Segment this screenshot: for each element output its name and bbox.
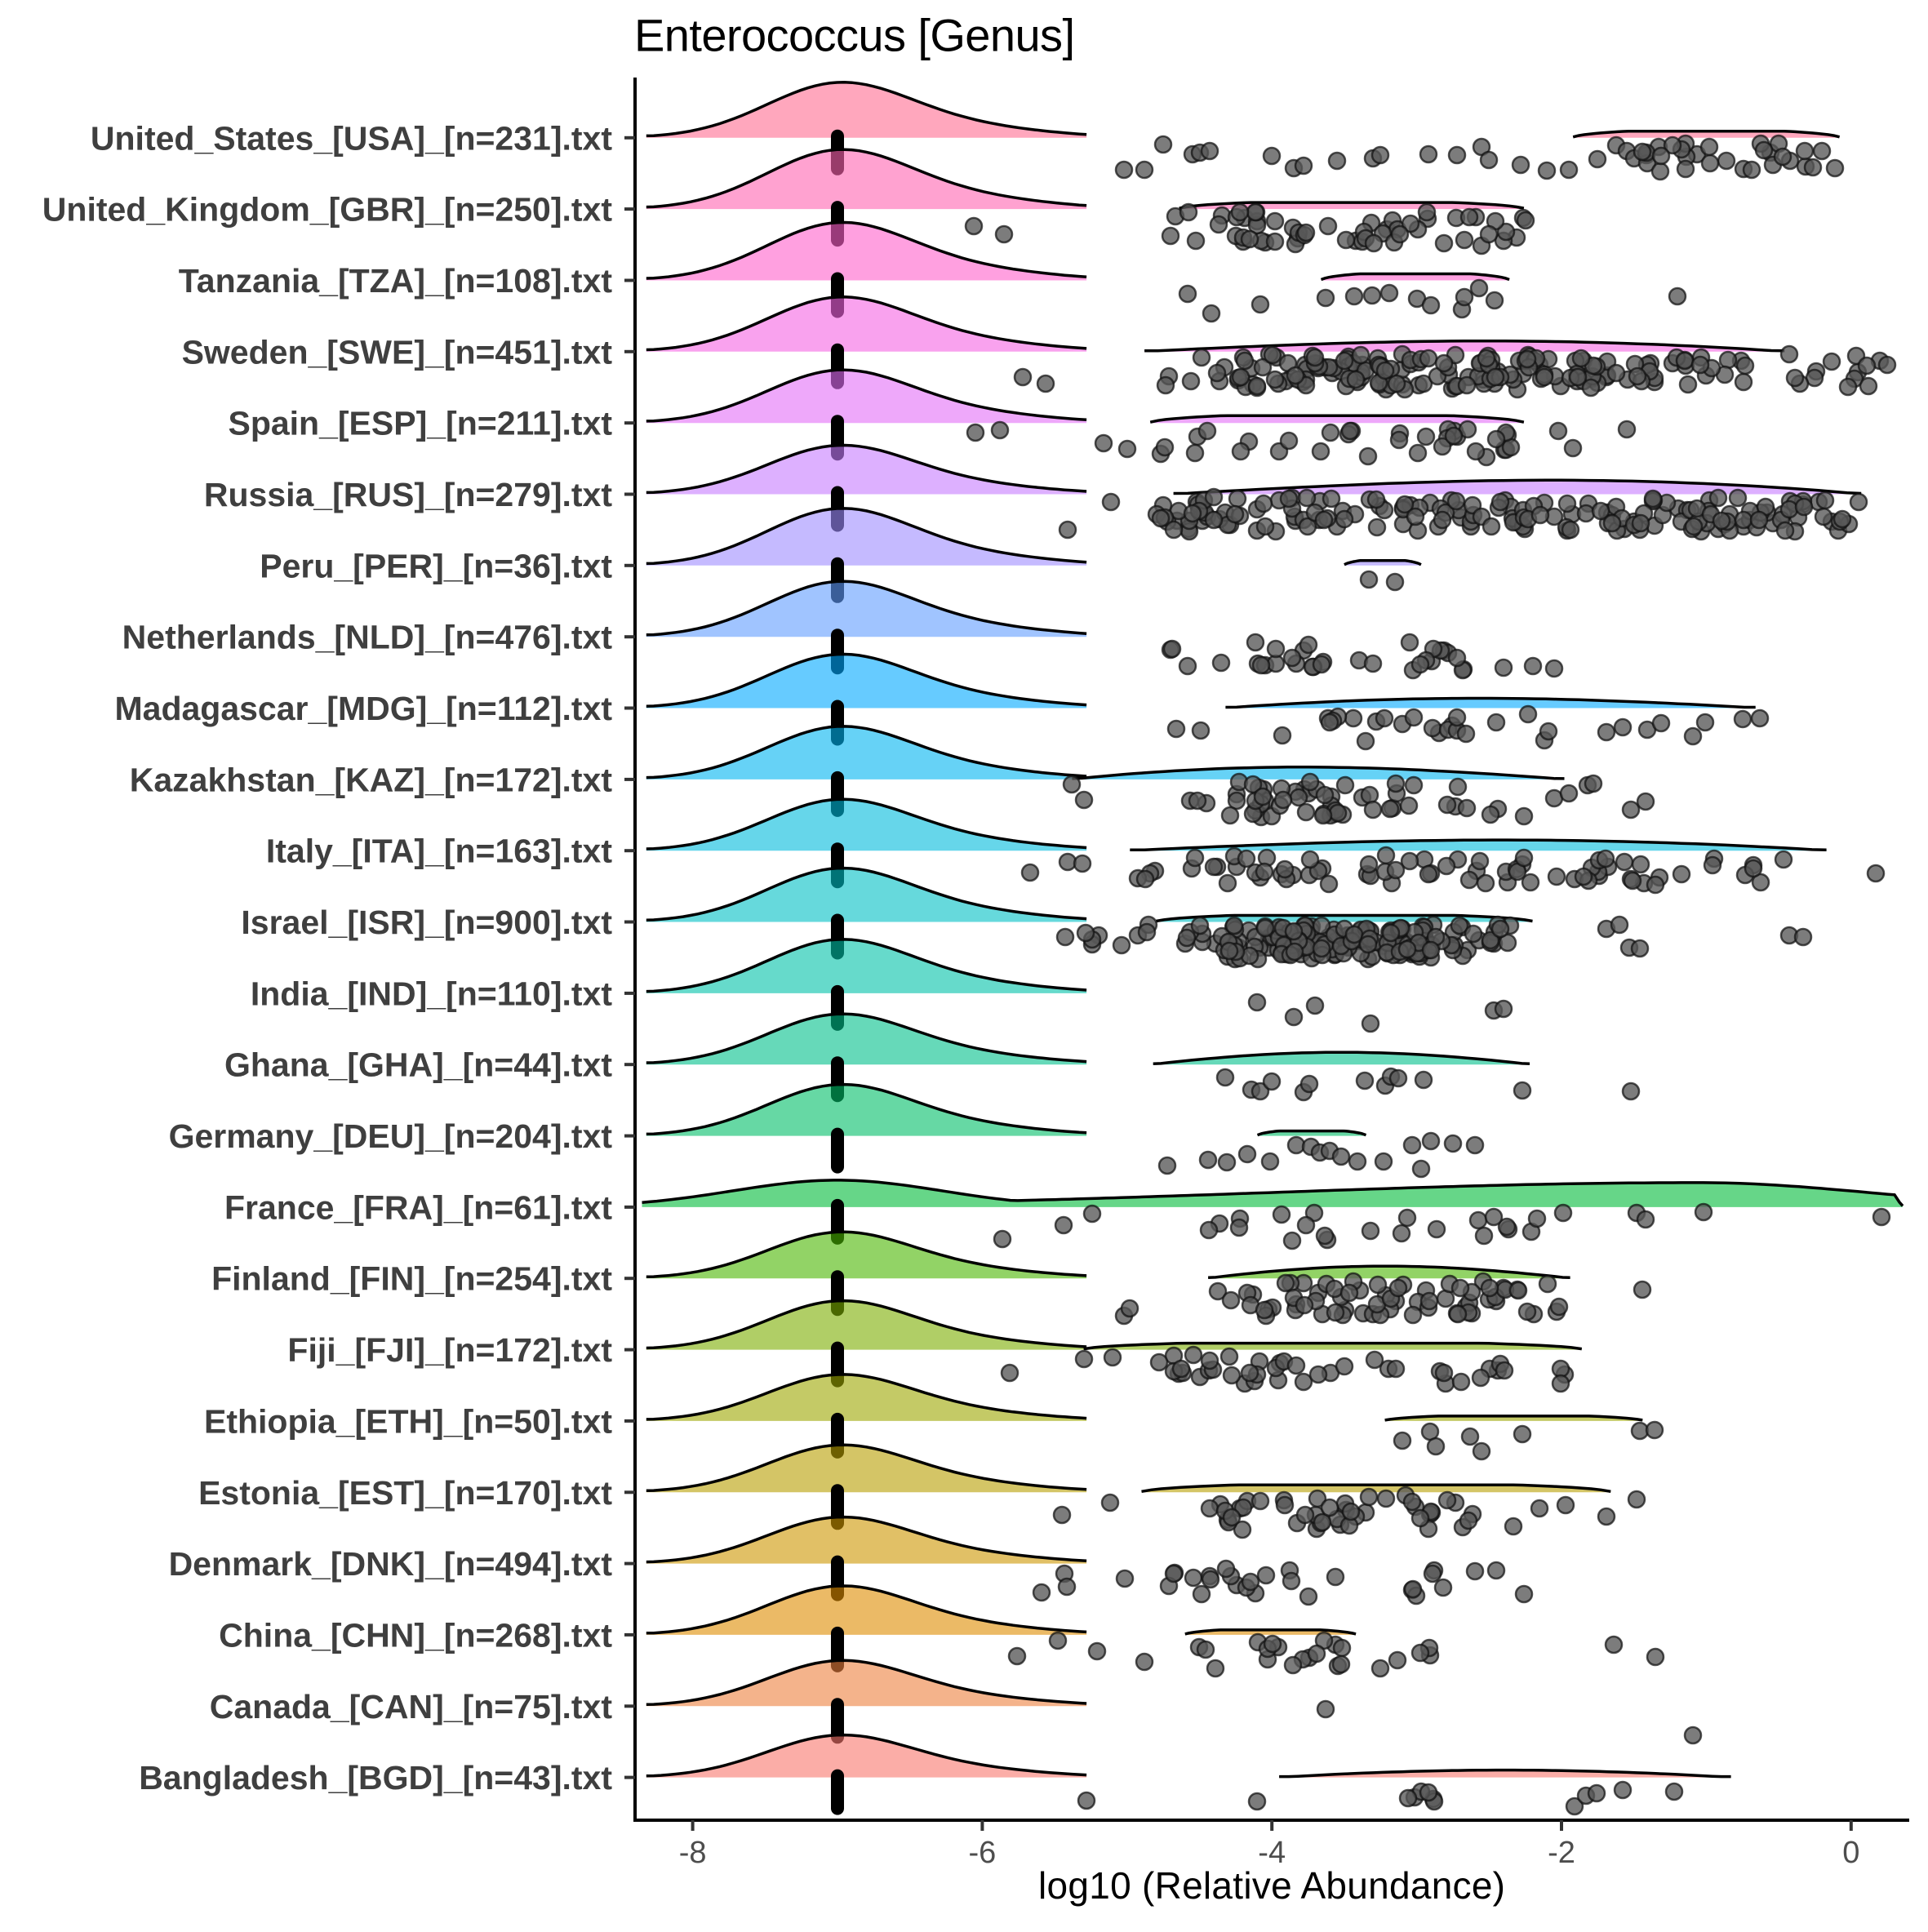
svg-text:Ghana_[GHA]_[n=44].txt: Ghana_[GHA]_[n=44].txt — [224, 1046, 612, 1084]
svg-text:Tanzania_[TZA]_[n=108].txt: Tanzania_[TZA]_[n=108].txt — [179, 262, 613, 300]
svg-text:-4: -4 — [1258, 1836, 1286, 1870]
svg-text:Canada_[CAN]_[n=75].txt: Canada_[CAN]_[n=75].txt — [210, 1688, 613, 1725]
svg-text:Sweden_[SWE]_[n=451].txt: Sweden_[SWE]_[n=451].txt — [182, 333, 613, 371]
svg-text:Ethiopia_[ETH]_[n=50].txt: Ethiopia_[ETH]_[n=50].txt — [204, 1402, 612, 1440]
svg-text:Russia_[RUS]_[n=279].txt: Russia_[RUS]_[n=279].txt — [204, 476, 612, 513]
svg-text:United_States_[USA]_[n=231].tx: United_States_[USA]_[n=231].txt — [91, 119, 612, 157]
svg-text:Israel_[ISR]_[n=900].txt: Israel_[ISR]_[n=900].txt — [241, 904, 612, 941]
svg-text:-6: -6 — [969, 1836, 997, 1870]
svg-text:Germany_[DEU]_[n=204].txt: Germany_[DEU]_[n=204].txt — [169, 1117, 613, 1155]
svg-text:Netherlands_[NLD]_[n=476].txt: Netherlands_[NLD]_[n=476].txt — [122, 619, 613, 656]
svg-text:Denmark_[DNK]_[n=494].txt: Denmark_[DNK]_[n=494].txt — [169, 1545, 613, 1583]
svg-text:United_Kingdom_[GBR]_[n=250].t: United_Kingdom_[GBR]_[n=250].txt — [42, 191, 613, 229]
svg-text:Estonia_[EST]_[n=170].txt: Estonia_[EST]_[n=170].txt — [198, 1474, 612, 1512]
svg-text:-2: -2 — [1548, 1836, 1575, 1870]
svg-text:Spain_[ESP]_[n=211].txt: Spain_[ESP]_[n=211].txt — [228, 405, 612, 442]
svg-text:Kazakhstan_[KAZ]_[n=172].txt: Kazakhstan_[KAZ]_[n=172].txt — [130, 761, 613, 798]
svg-text:Fiji_[FJI]_[n=172].txt: Fiji_[FJI]_[n=172].txt — [287, 1331, 612, 1369]
svg-text:Bangladesh_[BGD]_[n=43].txt: Bangladesh_[BGD]_[n=43].txt — [139, 1759, 612, 1797]
svg-text:-8: -8 — [679, 1836, 707, 1870]
svg-text:Madagascar_[MDG]_[n=112].txt: Madagascar_[MDG]_[n=112].txt — [114, 690, 612, 727]
svg-text:India_[IND]_[n=110].txt: India_[IND]_[n=110].txt — [251, 975, 612, 1012]
svg-text:0: 0 — [1842, 1836, 1859, 1870]
svg-text:Italy_[ITA]_[n=163].txt: Italy_[ITA]_[n=163].txt — [266, 833, 613, 870]
svg-text:Enterococcus [Genus]: Enterococcus [Genus] — [634, 10, 1075, 61]
svg-text:France_[FRA]_[n=61].txt: France_[FRA]_[n=61].txt — [224, 1188, 612, 1226]
svg-text:log10 (Relative Abundance): log10 (Relative Abundance) — [1038, 1864, 1505, 1907]
svg-text:Peru_[PER]_[n=36].txt: Peru_[PER]_[n=36].txt — [260, 547, 612, 584]
svg-text:China_[CHN]_[n=268].txt: China_[CHN]_[n=268].txt — [219, 1616, 612, 1654]
svg-text:Finland_[FIN]_[n=254].txt: Finland_[FIN]_[n=254].txt — [211, 1260, 612, 1298]
